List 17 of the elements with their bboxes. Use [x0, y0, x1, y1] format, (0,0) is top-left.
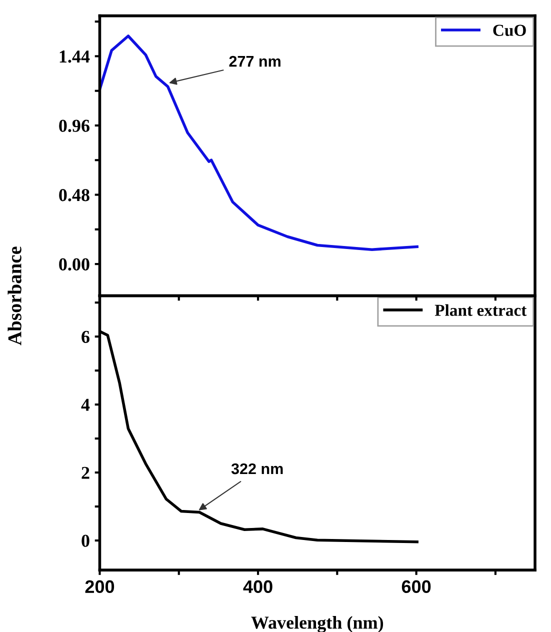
- legend-label: CuO: [493, 24, 526, 36]
- y-tick-label: 0.48: [59, 189, 90, 202]
- y-tick-label: 2: [82, 466, 90, 479]
- annotation: 322 nm: [231, 463, 283, 474]
- y-axis-title: Absorbance: [8, 246, 22, 346]
- y-tick-label: 0.00: [59, 258, 90, 271]
- x-tick-label: 200: [85, 580, 114, 594]
- legend-label: Plant extract: [434, 304, 527, 316]
- x-tick-label: 400: [243, 580, 272, 594]
- y-tick-label: 6: [82, 330, 90, 344]
- line-series: [100, 34, 418, 251]
- y-tick-label: 1.44: [60, 50, 90, 63]
- x-tick-label: 600: [402, 580, 431, 594]
- y-tick-label: 0: [82, 534, 90, 547]
- annotation: 277 nm: [229, 56, 280, 67]
- y-tick-label: 0.96: [59, 120, 90, 132]
- y-tick-label: 4: [81, 398, 90, 411]
